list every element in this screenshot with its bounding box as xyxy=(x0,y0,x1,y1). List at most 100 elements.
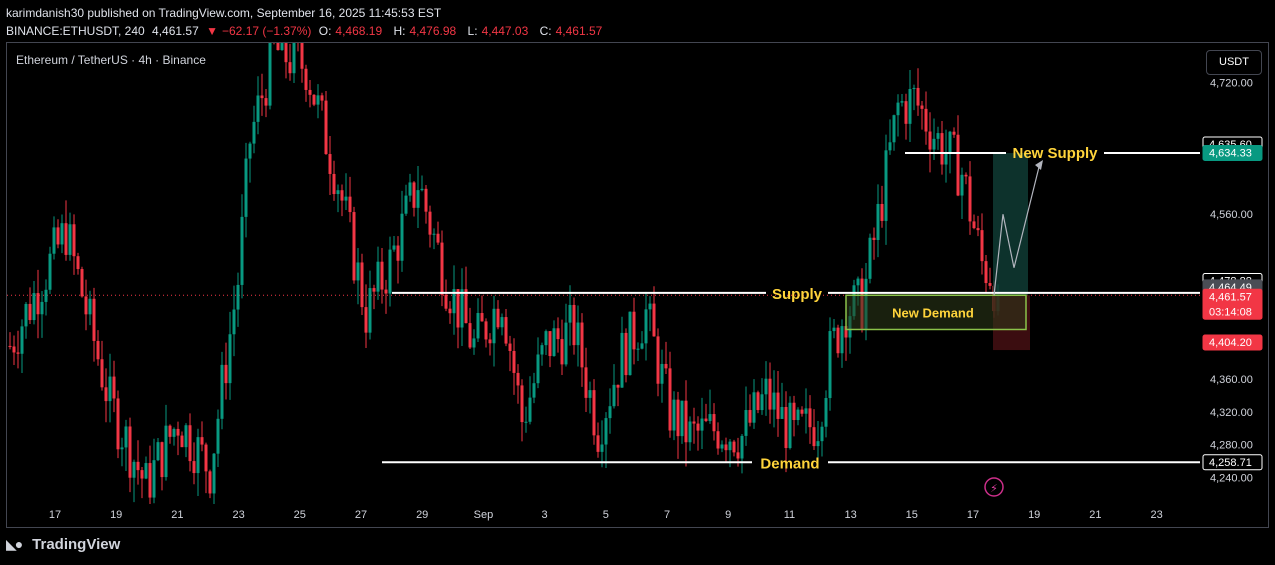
candle-body xyxy=(404,195,408,214)
high-key: H: xyxy=(393,24,406,38)
candle-body xyxy=(132,461,136,478)
candle-body xyxy=(832,327,836,332)
candle-body xyxy=(380,261,384,290)
candle-body xyxy=(252,121,256,144)
candle-body xyxy=(580,322,584,368)
candle-body xyxy=(76,256,80,270)
candle-body xyxy=(232,309,236,335)
candle-body xyxy=(948,131,952,153)
candle-body xyxy=(784,407,788,449)
new-demand-zone xyxy=(845,294,1027,331)
currency-button[interactable]: USDT xyxy=(1206,50,1262,75)
candle-body xyxy=(908,89,912,124)
candle-body xyxy=(876,203,880,241)
candle-body xyxy=(228,334,232,384)
annotation-label: New Demand xyxy=(892,305,974,320)
candle-body xyxy=(240,216,244,285)
candle-body xyxy=(728,441,732,451)
candle-body xyxy=(736,452,740,459)
candle-body xyxy=(56,227,60,245)
candle-body xyxy=(40,301,44,315)
candle-body xyxy=(988,283,992,286)
x-tick-label: 3 xyxy=(542,509,548,521)
open-value: 4,468.19 xyxy=(335,24,383,38)
y-tick-label: 4,240.00 xyxy=(1210,473,1253,485)
candle-body xyxy=(548,331,552,357)
candle-body xyxy=(956,134,960,196)
candle-body xyxy=(300,43,304,69)
y-tick-label: 4,320.00 xyxy=(1210,407,1253,419)
candle-body xyxy=(148,463,152,498)
price-tag xyxy=(1202,334,1263,351)
candle-body xyxy=(136,461,140,471)
candle-body xyxy=(824,398,828,427)
candle-body xyxy=(168,425,172,437)
candle-body xyxy=(880,203,884,221)
candle-body xyxy=(684,400,688,443)
candle-body xyxy=(744,410,748,436)
candle-body xyxy=(368,288,372,333)
symbol-label: BINANCE:ETHUSDT, 240 xyxy=(6,24,145,38)
candle-body xyxy=(836,327,840,354)
candle-body xyxy=(640,343,644,349)
candle-body xyxy=(840,326,844,354)
candle-body xyxy=(704,418,708,422)
candle-body xyxy=(120,447,124,450)
candle-body xyxy=(560,339,564,365)
candle-body xyxy=(280,43,284,51)
candle-body xyxy=(536,354,540,384)
candle-body xyxy=(792,402,796,421)
x-tick-label: 27 xyxy=(355,509,367,521)
candle-body xyxy=(904,101,908,124)
candle-body xyxy=(496,308,500,328)
candle-body xyxy=(772,392,776,410)
x-tick-label: 5 xyxy=(603,509,609,521)
candle-body xyxy=(504,317,508,344)
candle-body xyxy=(100,359,104,388)
price-tag xyxy=(1202,288,1263,320)
candle-body xyxy=(484,321,488,340)
candle-body xyxy=(756,392,760,411)
candle-body xyxy=(940,133,944,165)
candle-body xyxy=(172,428,176,437)
candle-body xyxy=(344,196,348,201)
candle-body xyxy=(968,176,972,222)
candle-body xyxy=(320,95,324,101)
price-tag xyxy=(1202,145,1263,162)
candle-body xyxy=(528,397,532,422)
candle-body xyxy=(920,105,924,109)
candle-body xyxy=(588,390,592,398)
candle-body xyxy=(708,414,712,422)
candle-body xyxy=(608,406,612,419)
candle-body xyxy=(700,418,704,431)
candle-body xyxy=(184,425,188,448)
candle-body xyxy=(140,470,144,479)
candle-body xyxy=(440,242,444,295)
candle-body xyxy=(192,461,196,474)
candle-body xyxy=(452,289,456,314)
candle-body xyxy=(616,384,620,388)
candle-body xyxy=(492,308,496,344)
candle-body xyxy=(312,94,316,105)
close-key: C: xyxy=(539,24,552,38)
candle-body xyxy=(760,394,764,411)
candle-body xyxy=(124,426,128,448)
x-tick-label: 19 xyxy=(1028,509,1040,521)
close-value: 4,461.57 xyxy=(555,24,603,38)
y-tick-label: 4,360.00 xyxy=(1210,374,1253,386)
price-tag-label: 4,461.57 xyxy=(1209,291,1252,303)
annotation-label: New Supply xyxy=(1012,145,1098,162)
x-tick-label: 9 xyxy=(725,509,731,521)
candle-body xyxy=(160,442,164,478)
candle-body xyxy=(676,399,680,437)
candle-body xyxy=(680,400,684,437)
x-tick-label: 11 xyxy=(784,509,795,521)
candle-body xyxy=(660,363,664,384)
candle-body xyxy=(72,224,76,257)
candle-body xyxy=(612,384,616,407)
x-tick-label: 17 xyxy=(49,509,61,521)
candle-body xyxy=(868,237,872,279)
candle-body xyxy=(476,313,480,339)
countdown-label: 03:14:08 xyxy=(1209,306,1252,318)
